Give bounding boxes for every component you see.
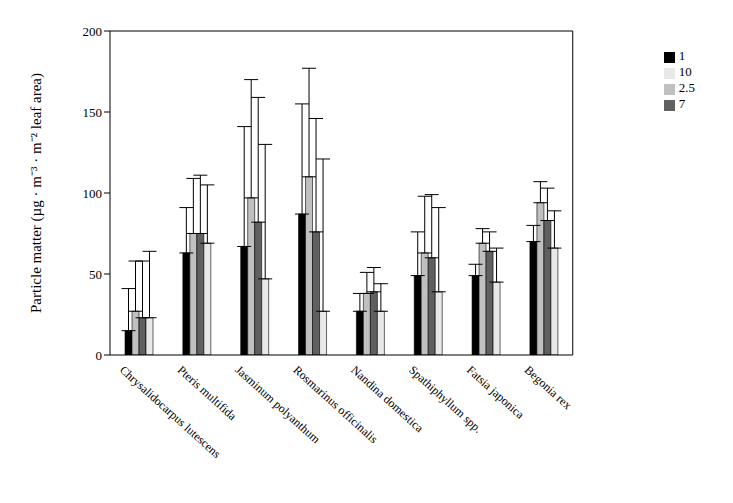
svg-text:50: 50 <box>89 267 102 282</box>
svg-text:Nandina domestica: Nandina domestica <box>348 362 427 435</box>
html-text:7: 7 <box>678 96 686 111</box>
html-text:2.5: 2.5 <box>678 80 695 95</box>
html-text:1: 1 <box>678 48 686 63</box>
svg-text:Spathiphyllum spp.: Spathiphyllum spp. <box>406 362 485 436</box>
svg-text:150: 150 <box>83 105 103 120</box>
svg-text:Rosmarinus officinalis: Rosmarinus officinalis <box>290 362 381 446</box>
svg-text:200: 200 <box>83 24 103 39</box>
svg-text:0: 0 <box>96 348 103 363</box>
html-text:10: 10 <box>678 64 692 79</box>
svg-text:Fatsia japonica: Fatsia japonica <box>464 363 528 422</box>
svg-text:100: 100 <box>83 186 103 201</box>
svg-text:Pteris multifida: Pteris multifida <box>175 363 240 424</box>
svg-text:Particle matter (µg · m⁻³ · m⁻: Particle matter (µg · m⁻³ · m⁻² leaf are… <box>28 73 45 313</box>
svg-text:Jasminum polyanthum: Jasminum polyanthum <box>232 362 323 447</box>
svg-text:Chrysalidocarpus lutescens: Chrysalidocarpus lutescens <box>117 363 224 461</box>
svg-text:Begonia rex: Begonia rex <box>522 363 575 412</box>
